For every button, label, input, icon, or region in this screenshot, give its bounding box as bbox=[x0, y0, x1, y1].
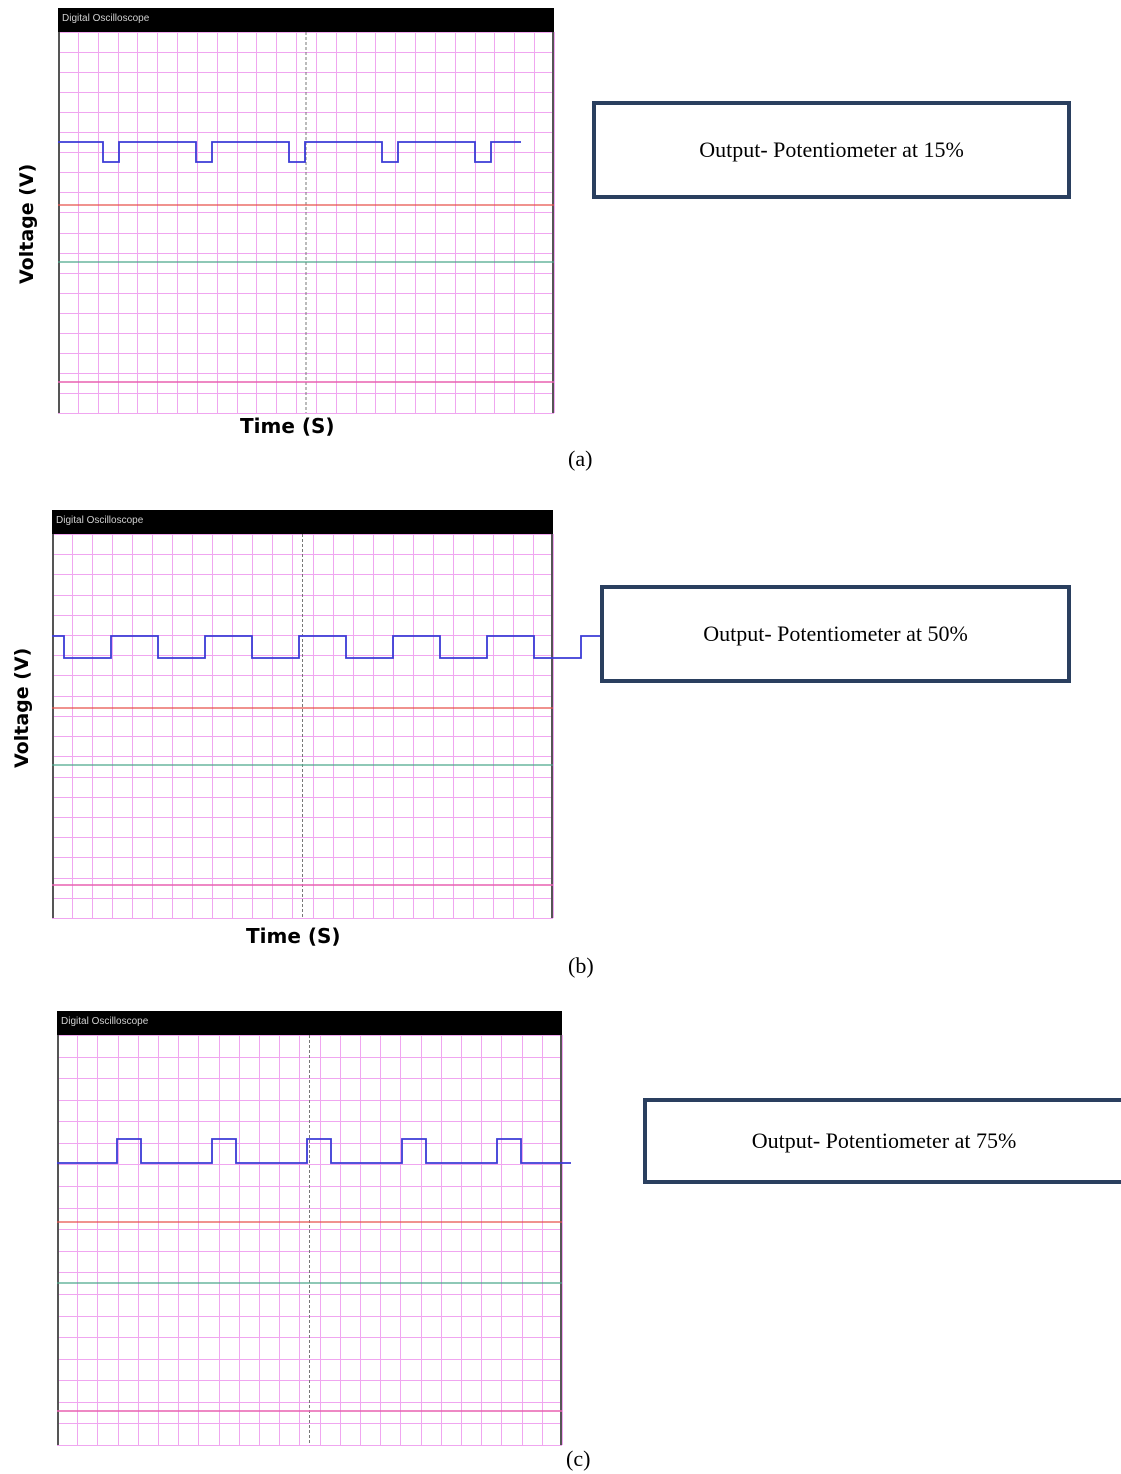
y-axis-label: Voltage (V) bbox=[16, 163, 38, 284]
note-box-b: Output- Potentiometer at 50% bbox=[600, 585, 1071, 683]
signal-waveform bbox=[58, 141, 521, 163]
y-axis-label: Voltage (V) bbox=[11, 647, 33, 768]
signal-waveform bbox=[52, 635, 648, 659]
oscilloscope-screen-b bbox=[52, 534, 648, 919]
oscilloscope-title-bar: Digital Oscilloscope bbox=[57, 1011, 562, 1035]
caption-b: (b) bbox=[568, 953, 594, 978]
oscilloscope-title-bar: Digital Oscilloscope bbox=[52, 510, 553, 534]
x-axis-label: Time (S) bbox=[246, 924, 341, 948]
x-axis-label: Time (S) bbox=[240, 414, 335, 438]
signal-waveform bbox=[57, 1138, 571, 1164]
grid bbox=[52, 534, 554, 919]
caption-c: (c) bbox=[566, 1446, 591, 1471]
note-text: Output- Potentiometer at 15% bbox=[699, 137, 964, 162]
note-box-c: Output- Potentiometer at 75% bbox=[643, 1098, 1121, 1184]
note-text: Output- Potentiometer at 50% bbox=[703, 621, 968, 646]
note-text: Output- Potentiometer at 75% bbox=[751, 1128, 1017, 1153]
note-box-a: Output- Potentiometer at 15% bbox=[592, 101, 1071, 199]
caption-a: (a) bbox=[568, 446, 593, 471]
oscilloscope-title-bar: Digital Oscilloscope bbox=[58, 8, 554, 32]
oscilloscope-screen-c bbox=[57, 1035, 571, 1446]
oscilloscope-screen-a bbox=[58, 32, 555, 414]
